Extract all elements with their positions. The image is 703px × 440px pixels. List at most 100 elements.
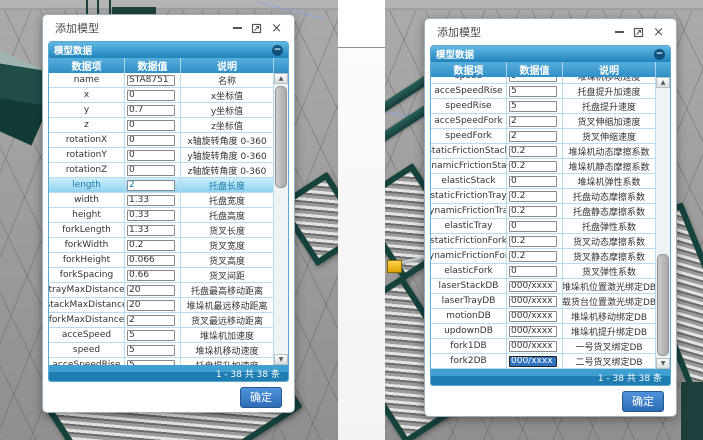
collapse-icon[interactable]: −: [654, 48, 665, 60]
table-row[interactable]: laserStackDB 堆垛机位置激光绑定DB: [431, 279, 655, 294]
collapse-icon[interactable]: −: [272, 44, 283, 56]
maximize-icon[interactable]: [251, 23, 262, 34]
close-icon[interactable]: ×: [271, 20, 282, 36]
row-value-input[interactable]: [127, 209, 175, 221]
maximize-icon[interactable]: [633, 27, 644, 38]
table-row[interactable]: name 名称: [49, 73, 273, 88]
row-desc: z坐标值: [211, 121, 243, 132]
row-value-input[interactable]: [127, 179, 175, 191]
row-value-input[interactable]: [127, 74, 175, 86]
row-value-input[interactable]: [509, 265, 557, 277]
row-value-input[interactable]: [127, 344, 175, 356]
table-row[interactable]: dynamicFrictionStack 堆垛机静态摩擦系数: [431, 159, 655, 174]
row-value-input[interactable]: [509, 205, 557, 217]
table-row[interactable]: y y坐标值: [49, 103, 273, 118]
table-row[interactable]: rotationY y轴旋转角度 0-360: [49, 148, 273, 163]
row-value-input[interactable]: [127, 359, 175, 365]
table-row[interactable]: trayMaxDistance 托盘最高移动距离: [49, 283, 273, 298]
row-value-input[interactable]: [509, 130, 557, 142]
table-row[interactable]: forkMaxDistance 货叉最远移动距离: [49, 313, 273, 328]
scrollbar-thumb[interactable]: [657, 254, 669, 356]
row-value-input[interactable]: [509, 295, 557, 307]
row-value-input[interactable]: [127, 329, 175, 341]
minimize-icon[interactable]: [233, 27, 243, 29]
row-value-input[interactable]: [127, 254, 175, 266]
confirm-button[interactable]: 确定: [622, 390, 664, 412]
table-row[interactable]: forkSpacing 货叉间距: [49, 268, 273, 283]
table-row[interactable]: elasticFork 货叉弹性系数: [431, 264, 655, 279]
table-row[interactable]: elasticStack 堆垛机弹性系数: [431, 174, 655, 189]
table-row[interactable]: height 托盘高度: [49, 208, 273, 223]
row-value-input[interactable]: [127, 104, 175, 116]
table-row[interactable]: staticFrictionTray 托盘动态摩擦系数: [431, 189, 655, 204]
table-row[interactable]: dynamicFrictionTray 托盘静态摩擦系数: [431, 204, 655, 219]
table-row[interactable]: forkHeight 货叉高度: [49, 253, 273, 268]
row-value-input[interactable]: [127, 284, 175, 296]
row-value-input[interactable]: [127, 134, 175, 146]
row-value-input[interactable]: [509, 280, 557, 292]
row-value-input[interactable]: [127, 89, 175, 101]
row-value-input[interactable]: [509, 325, 557, 337]
table-row[interactable]: fork1DB 一号货叉绑定DB: [431, 339, 655, 354]
table-row[interactable]: width 托盘宽度: [49, 193, 273, 208]
row-value-input[interactable]: [127, 149, 175, 161]
minimize-icon[interactable]: [615, 31, 625, 33]
table-row[interactable]: fork2DB 二号货叉绑定DB: [431, 354, 655, 369]
row-value-input[interactable]: [509, 310, 557, 322]
row-value-input[interactable]: [127, 269, 175, 281]
table-row[interactable]: acceSpeed 堆垛机加速度: [49, 328, 273, 343]
table-row[interactable]: updownDB 堆垛机提升绑定DB: [431, 324, 655, 339]
table-row[interactable]: speedFork 货叉伸缩速度: [431, 129, 655, 144]
table-row[interactable]: z z坐标值: [49, 118, 273, 133]
table-row[interactable]: forkLength 货叉长度: [49, 223, 273, 238]
row-value-input[interactable]: [509, 340, 557, 352]
row-value-input[interactable]: [509, 100, 557, 112]
row-value-input[interactable]: [509, 85, 557, 97]
table-row[interactable]: staticFrictionFork 货叉动态摩擦系数: [431, 234, 655, 249]
table-row[interactable]: elasticTray 托盘弹性系数: [431, 219, 655, 234]
row-value-input[interactable]: [127, 299, 175, 311]
row-value-input[interactable]: [509, 250, 557, 262]
row-value-input[interactable]: [127, 164, 175, 176]
table-row[interactable]: speed 堆垛机移动速度: [431, 77, 655, 84]
table-row[interactable]: dynamicFrictionFork 货叉静态摩擦系数: [431, 249, 655, 264]
row-value-input[interactable]: [509, 77, 557, 82]
scrollbar-thumb[interactable]: [275, 86, 287, 188]
table-row[interactable]: rotationX x轴旋转角度 0-360: [49, 133, 273, 148]
row-value-input[interactable]: [509, 145, 557, 157]
close-icon[interactable]: ×: [653, 24, 664, 40]
table-row[interactable]: motionDB 堆垛机移动绑定DB: [431, 309, 655, 324]
row-value-input[interactable]: [509, 175, 557, 187]
table-row[interactable]: speedRise 托盘提升速度: [431, 99, 655, 114]
row-value-input[interactable]: [127, 314, 175, 326]
vertical-scrollbar[interactable]: ▲ ▼: [655, 77, 670, 369]
table-row[interactable]: stackMaxDistance 堆垛机最远移动距离: [49, 298, 273, 313]
row-value-input[interactable]: [127, 239, 175, 251]
row-value-input[interactable]: [127, 224, 175, 236]
scroll-down-icon[interactable]: ▼: [274, 354, 288, 365]
row-value-input[interactable]: [127, 119, 175, 131]
vertical-scrollbar[interactable]: ▲ ▼: [273, 73, 288, 365]
confirm-button[interactable]: 确定: [240, 386, 282, 408]
scroll-up-icon[interactable]: ▲: [274, 73, 288, 84]
row-desc: 堆垛机静态摩擦系数: [568, 162, 650, 173]
row-value-input[interactable]: [509, 160, 557, 172]
table-row[interactable]: rotationZ z轴旋转角度 0-360: [49, 163, 273, 178]
table-row[interactable]: length 托盘长度: [49, 178, 273, 193]
table-row[interactable]: acceSpeedRise 托盘提升加速度: [49, 358, 273, 365]
table-row[interactable]: laserTrayDB 载货台位置激光绑定DB: [431, 294, 655, 309]
table-row[interactable]: acceSpeedRise 托盘提升加速度: [431, 84, 655, 99]
scroll-up-icon[interactable]: ▲: [656, 77, 670, 88]
table-row[interactable]: x x坐标值: [49, 88, 273, 103]
table-row[interactable]: speed 堆垛机移动速度: [49, 343, 273, 358]
row-value-input[interactable]: [127, 194, 175, 206]
row-value-input[interactable]: [509, 190, 557, 202]
table-row[interactable]: forkWidth 货叉宽度: [49, 238, 273, 253]
row-value-input[interactable]: [509, 235, 557, 247]
scroll-down-icon[interactable]: ▼: [656, 358, 670, 369]
row-value-input[interactable]: [509, 220, 557, 232]
table-row[interactable]: acceSpeedFork 货叉伸缩加速度: [431, 114, 655, 129]
row-value-input[interactable]: [509, 115, 557, 127]
row-value-input[interactable]: [509, 355, 557, 367]
table-row[interactable]: staticFrictionStack 堆垛机动态摩擦系数: [431, 144, 655, 159]
